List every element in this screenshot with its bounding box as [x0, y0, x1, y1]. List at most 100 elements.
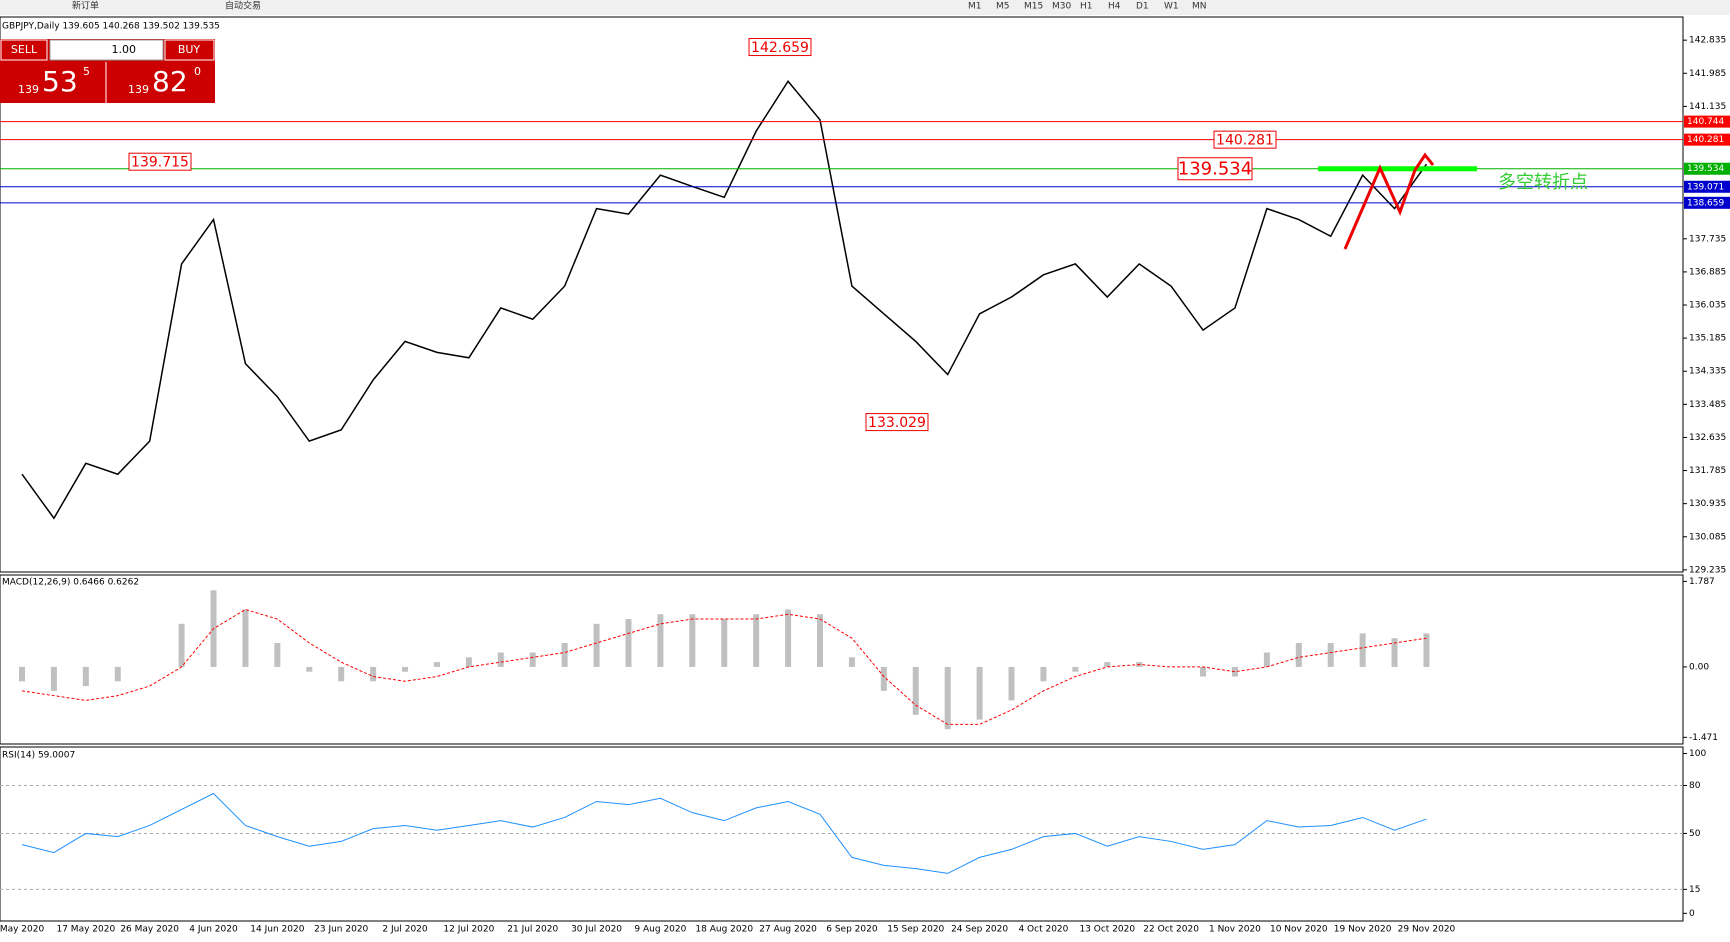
level-tag — [1684, 133, 1730, 146]
level-label: 140.281 — [1687, 135, 1724, 145]
buy-big: 139 — [128, 83, 149, 96]
level-tag — [1684, 180, 1730, 193]
y-tick-label: -1.471 — [1689, 733, 1718, 743]
sell-main: 53 — [42, 65, 78, 98]
timeframe-button[interactable]: H4 — [1108, 2, 1121, 12]
macd-bar — [976, 666, 983, 720]
timeframe-button[interactable]: W1 — [1164, 2, 1179, 12]
y-tick-label: 141.135 — [1689, 102, 1726, 112]
price-annotation-box — [865, 413, 929, 432]
timeframe-button[interactable]: D1 — [1136, 2, 1149, 12]
macd-bar — [1200, 666, 1207, 677]
x-tick-label: 19 Nov 2020 — [1334, 925, 1392, 935]
macd-bar — [1423, 633, 1430, 667]
y-tick-label: 50 — [1689, 829, 1701, 839]
timeframe-button[interactable]: H1 — [1080, 2, 1093, 12]
x-tick-label: 14 Jun 2020 — [250, 925, 304, 935]
buy-label[interactable]: BUY — [178, 43, 201, 56]
level-label: 139.071 — [1687, 182, 1724, 192]
macd-bar — [274, 642, 281, 667]
signal-line — [21, 608, 1427, 725]
x-tick-label: 12 Jul 2020 — [443, 925, 494, 935]
sell-sup: 5 — [83, 65, 90, 78]
macd-bar — [114, 666, 121, 682]
timeframe-button[interactable]: MN — [1192, 2, 1207, 12]
y-tick-label: 80 — [1689, 781, 1701, 791]
timeframe-button[interactable]: M1 — [968, 2, 982, 12]
macd-bar — [50, 666, 57, 691]
trend-arrow — [1343, 152, 1435, 250]
macd-bar — [880, 666, 887, 691]
macd-bar — [1040, 666, 1047, 682]
macd-bar — [497, 652, 504, 667]
new-order-button[interactable]: 新订单 — [72, 0, 99, 12]
macd-bar — [1072, 666, 1079, 672]
x-tick-label: May 2020 — [0, 925, 44, 935]
macd-bar — [1327, 642, 1334, 667]
pivot-note: 多空转折点 — [1498, 172, 1588, 193]
macd-bar — [944, 666, 951, 730]
y-tick-label: 15 — [1689, 885, 1700, 895]
level-tag — [1684, 196, 1730, 209]
macd-bar — [1104, 662, 1111, 667]
level-tag — [1684, 115, 1730, 128]
price-annotation-box — [128, 152, 192, 171]
y-tick-label: 135.185 — [1689, 334, 1726, 344]
macd-bar — [817, 614, 823, 667]
macd-bar — [1263, 652, 1270, 667]
x-tick-label: 24 Sep 2020 — [951, 925, 1008, 935]
x-tick-label: 26 May 2020 — [120, 925, 179, 935]
macd-bar — [753, 614, 760, 667]
y-tick-label: 131.785 — [1689, 466, 1726, 476]
y-tick-label: 136.035 — [1689, 301, 1726, 311]
macd-bar — [625, 619, 632, 667]
macd-pane — [0, 574, 1684, 745]
price-annotation: 133.029 — [868, 415, 926, 431]
macd-bar — [689, 614, 696, 667]
timeframe-button[interactable]: M15 — [1024, 2, 1043, 12]
y-tick-label: 137.735 — [1689, 234, 1726, 244]
price-annotation: 139.534 — [1178, 159, 1252, 180]
x-tick-label: 1 Nov 2020 — [1209, 925, 1261, 935]
macd-bar — [370, 666, 377, 682]
price-pane — [0, 16, 1684, 573]
lots-value[interactable]: 1.00 — [112, 43, 137, 56]
macd-bar — [593, 623, 600, 667]
macd-bar — [1295, 642, 1302, 667]
sell-button[interactable] — [0, 39, 48, 61]
timeframe-button[interactable]: M30 — [1052, 2, 1071, 12]
macd-bar — [19, 666, 25, 682]
y-tick-label: 100 — [1689, 749, 1706, 759]
macd-bar — [338, 666, 345, 682]
lots-input[interactable] — [49, 39, 164, 61]
rsi-title: RSI(14) 59.0007 — [2, 751, 75, 761]
price-line — [21, 79, 1428, 520]
x-tick-label: 17 May 2020 — [56, 925, 115, 935]
macd-bar — [561, 642, 568, 667]
x-tick-label: 9 Aug 2020 — [634, 925, 686, 935]
rsi-pane — [0, 746, 1684, 922]
trade-panel: SELL 1.00 BUY 139 53 5 139 82 0 — [0, 39, 215, 103]
sell-label[interactable]: SELL — [11, 43, 38, 56]
macd-bar — [178, 623, 185, 667]
buy-sup: 0 — [194, 65, 201, 78]
macd-bar — [82, 666, 89, 687]
macd-bar — [1391, 638, 1398, 667]
auto-trading-button[interactable]: 自动交易 — [225, 0, 261, 12]
level-label: 138.659 — [1687, 198, 1724, 208]
price-annotation: 142.659 — [751, 40, 809, 56]
buy-button[interactable] — [164, 39, 215, 61]
chart-title: GBPJPY,Daily 139.605 140.268 139.502 139… — [2, 22, 220, 32]
y-tick-label: 134.335 — [1689, 367, 1726, 377]
macd-bar — [433, 662, 440, 667]
level-label: 140.744 — [1687, 117, 1724, 127]
macd-bar — [848, 657, 855, 667]
x-tick-label: 27 Aug 2020 — [759, 925, 817, 935]
price-annotation-box — [1177, 157, 1253, 181]
macd-bar — [1231, 666, 1238, 677]
timeframe-button[interactable]: M5 — [996, 2, 1010, 12]
y-tick-label: 0.00 — [1689, 662, 1709, 672]
y-tick-label: 1.787 — [1689, 577, 1715, 587]
x-tick-label: 2 Jul 2020 — [382, 925, 427, 935]
